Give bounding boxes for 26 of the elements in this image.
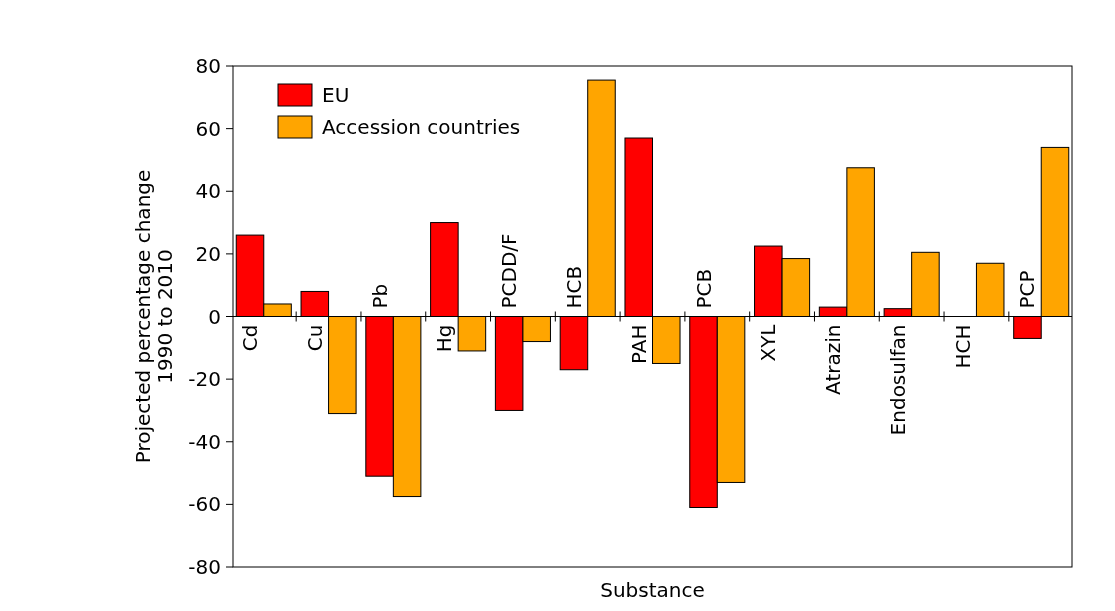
x-tick-label: Cd — [238, 324, 263, 352]
x-tick-label: HCH — [950, 324, 975, 369]
x-tick-label: Atrazin — [821, 324, 846, 395]
y-tick-label: 0 — [208, 304, 221, 329]
y-axis-title: Projected percentage change 1990 to 2010 — [131, 169, 177, 464]
x-tick-label: PCDD/F — [497, 233, 522, 309]
x-tick-label: PAH — [626, 324, 651, 365]
x-axis-title: Substance — [600, 578, 705, 602]
legend-label: EU — [322, 83, 350, 107]
x-tick-label: HCB — [561, 265, 586, 309]
y-tick-label: 80 — [195, 54, 221, 78]
x-tick-label: XYL — [756, 323, 781, 362]
x-tick-label: Hg — [432, 324, 457, 353]
y-tick-label: 40 — [195, 179, 221, 204]
x-tick-label: PCP — [1015, 270, 1040, 309]
y-tick-label: -60 — [188, 492, 221, 517]
x-tick-label: PCB — [691, 268, 716, 309]
y-tick-label: -20 — [188, 367, 221, 392]
y-tick-label: 60 — [195, 116, 221, 141]
x-tick-label: Cu — [302, 324, 327, 352]
y-tick-label: -40 — [188, 429, 221, 454]
y-tick-label: -80 — [188, 555, 221, 579]
x-tick-label: Pb — [367, 283, 392, 309]
y-tick-label: 20 — [195, 241, 221, 266]
legend-label: Accession countries — [322, 115, 521, 139]
x-tick-label: Endosulfan — [885, 324, 910, 436]
